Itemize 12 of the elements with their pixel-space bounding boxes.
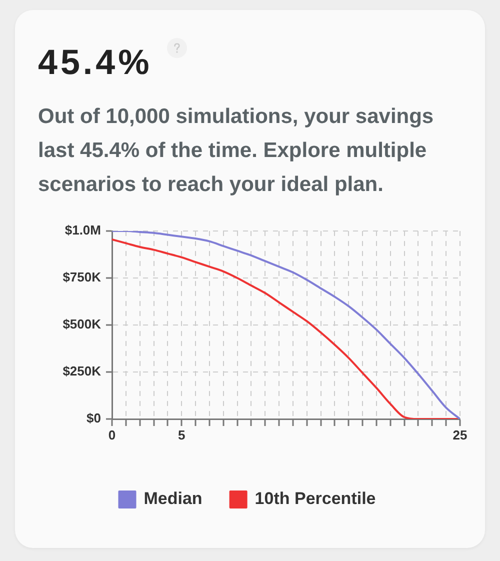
x-tick-label: 0 [108,427,116,442]
y-tick-label: $500K [62,316,102,332]
y-tick-label: $250K [62,364,102,379]
legend-label: 10th Percentile [254,489,376,508]
y-tick-label: $750K [62,270,102,285]
legend-label: Median [144,489,202,508]
y-tick-label: $0 [86,410,101,426]
chart-title: 45.4% [38,43,152,83]
x-tick-label: 5 [178,427,186,442]
chart-subtitle: Out of 10,000 simulations, your savings last 45.4% of the time. Explore multiple scenarios to reach your ideal plan. [38,104,435,198]
x-tick-label: 25 [452,427,468,442]
y-tick-label: $1.0M [64,222,101,238]
